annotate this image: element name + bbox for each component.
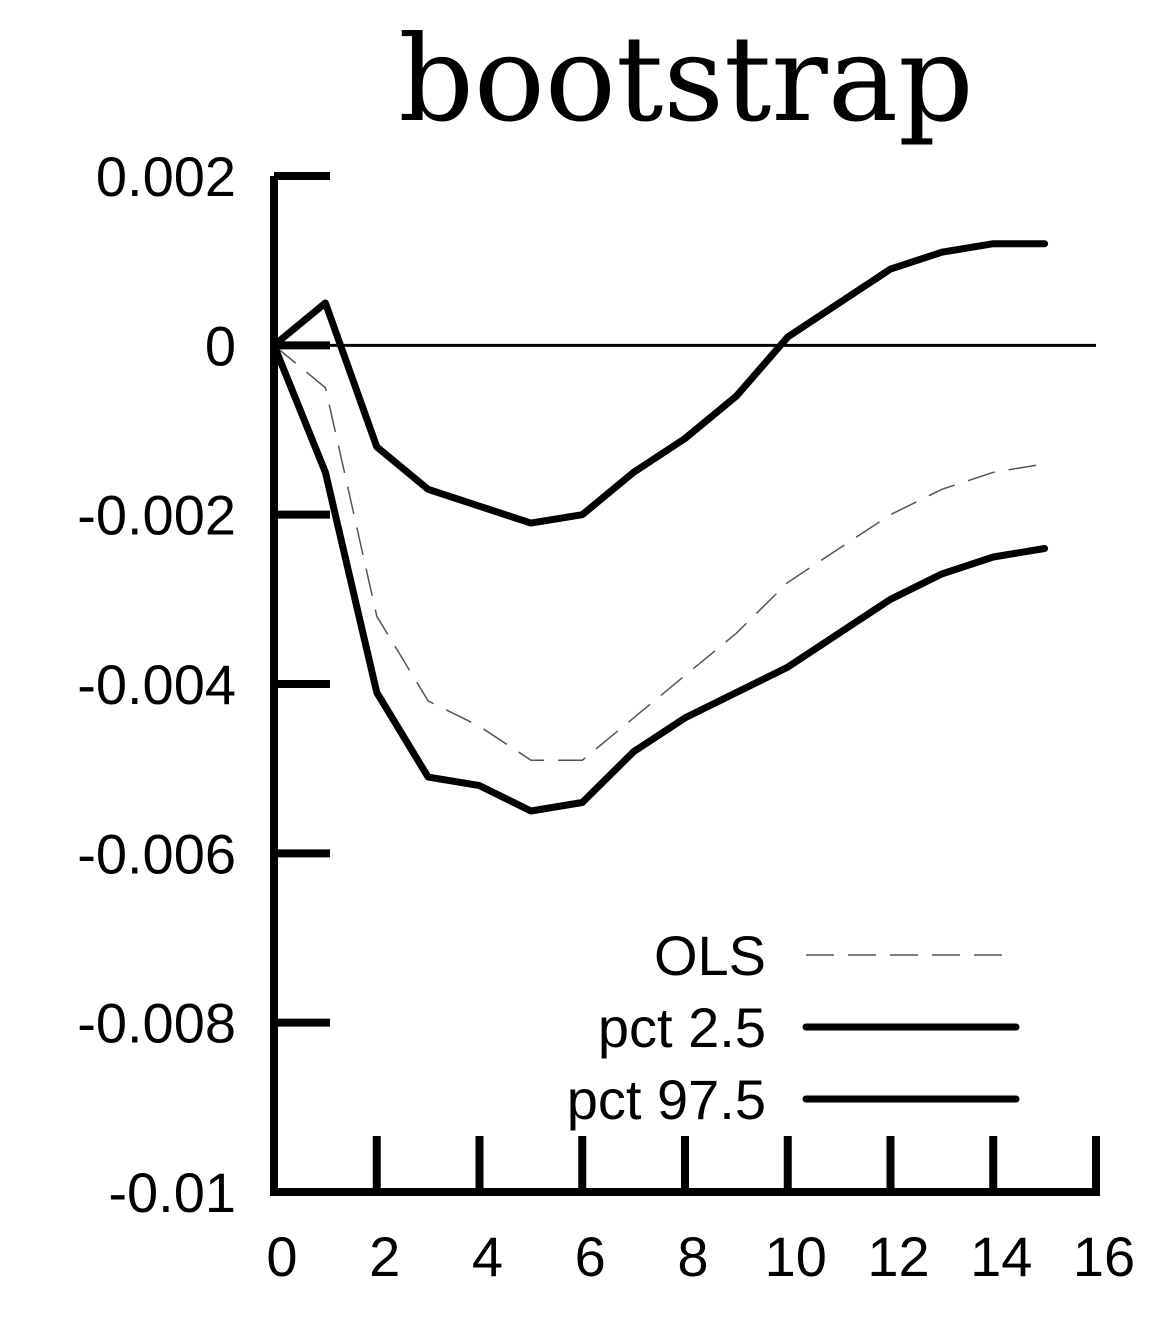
x-tick-label: 8 xyxy=(677,1225,708,1288)
y-tick-label: -0.002 xyxy=(77,484,236,547)
y-tick-label: 0.002 xyxy=(96,145,236,208)
y-tick-label: -0.004 xyxy=(77,653,236,716)
legend: OLS pct 2.5 pct 97.5 xyxy=(567,924,1020,1131)
legend-label: OLS xyxy=(654,924,766,987)
series-line-1 xyxy=(273,344,1045,761)
y-tick-label: -0.006 xyxy=(77,822,236,885)
legend-label: pct 97.5 xyxy=(567,1068,766,1131)
x-tick-label: 4 xyxy=(472,1225,503,1288)
x-tick-label: 10 xyxy=(765,1225,827,1288)
x-tick-label: 6 xyxy=(575,1225,606,1288)
legend-label: pct 2.5 xyxy=(598,996,766,1059)
series-line-3 xyxy=(270,240,1049,527)
axes: 0.002 0 -0.002 -0.004 -0.006 -0.008 -0.01 0 2 4 6 8… xyxy=(77,145,1135,1288)
x-tick-label: 0 xyxy=(266,1225,297,1288)
y-tick-label: -0.01 xyxy=(108,1161,236,1224)
x-tick-label: 2 xyxy=(369,1225,400,1288)
x-tick-label: 12 xyxy=(867,1225,929,1288)
y-tick-label: -0.008 xyxy=(77,992,236,1055)
series-group xyxy=(270,240,1049,815)
y-tick-label: 0 xyxy=(205,314,236,377)
series-line-2 xyxy=(270,341,1049,815)
x-tick-label: 16 xyxy=(1073,1225,1135,1288)
x-tick-label: 14 xyxy=(970,1225,1032,1288)
chart-title: bootstrap xyxy=(398,10,973,148)
